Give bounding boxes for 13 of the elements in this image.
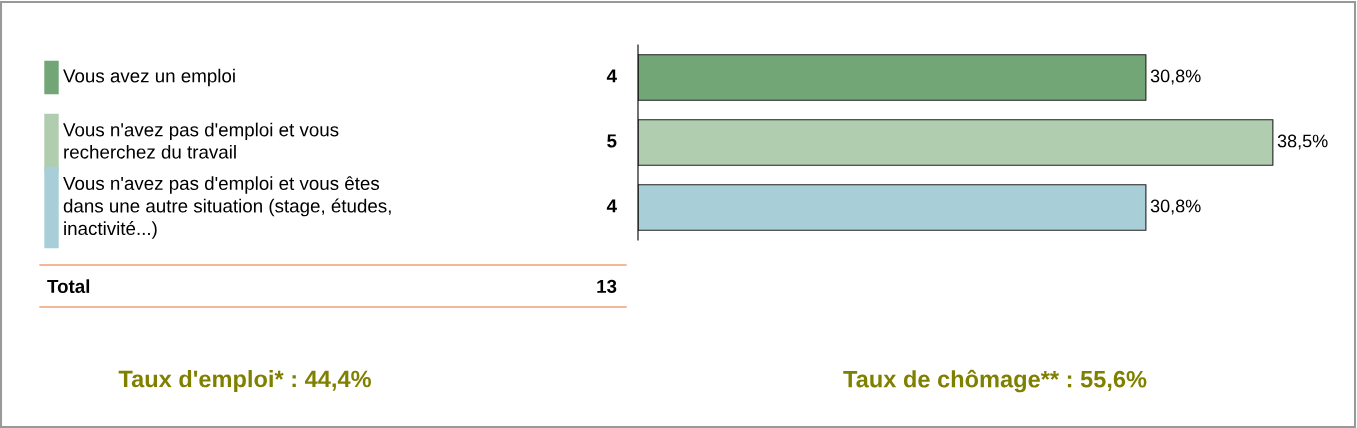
text: Taux de chômage** : 55,6% [843,369,1147,393]
data-label: 30,8% [1150,69,1201,85]
text: 4 [606,69,617,83]
data-label: 38,5% [1277,134,1328,150]
text: 5 [607,134,617,148]
data-label: 30,8% [1150,199,1201,215]
text: Total [47,279,90,294]
y-tick-label: Vous avez un emploi [63,68,235,87]
text: Taux d'emploi* : 44,4% [118,369,371,392]
y-tick-label: Vous n'avez pas d'emploi et vous êtes dans une autre situation (stage, études, inactivité...) [63,176,391,239]
text: 13 [597,279,617,294]
text: 4 [606,199,617,213]
y-tick-label: Vous n'avez pas d'emploi et vous recherchez du travail [63,122,339,159]
